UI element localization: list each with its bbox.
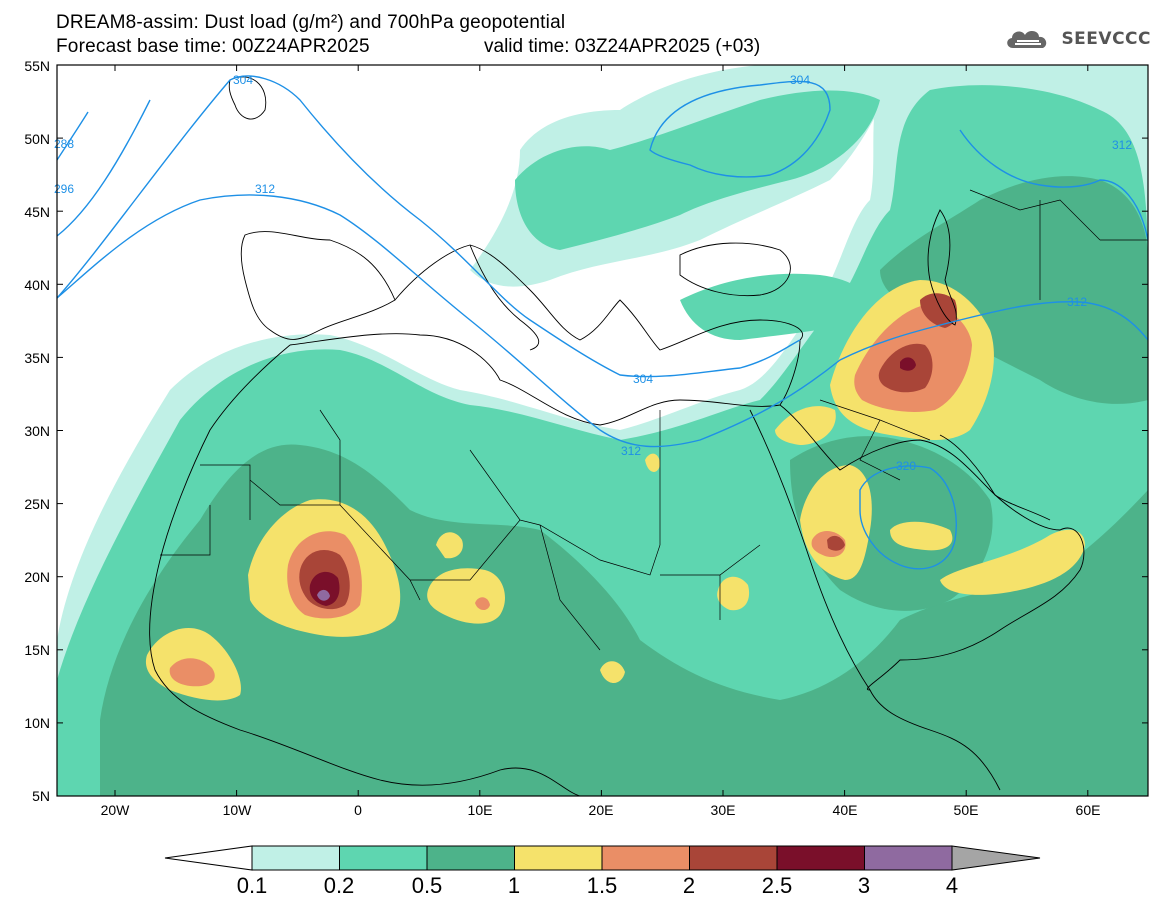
coastline-red-sea (749, 409, 1001, 791)
lat-label: 35N (24, 350, 50, 366)
dust-layer-1.5-chad (475, 597, 490, 611)
lon-label: 10W (223, 802, 253, 818)
contour-label: 312 (1067, 295, 1087, 309)
coastline-europe (394, 244, 803, 351)
colorbar-cell (776, 845, 865, 871)
colorbar-cell (864, 845, 953, 871)
lat-label: 40N (24, 277, 50, 293)
colorbar-right-arrow (951, 845, 1041, 871)
colorbar-tick-label: 1.5 (587, 873, 618, 898)
lat-label: 5N (32, 788, 50, 804)
contour-320 (859, 465, 957, 570)
dust-layer-1-libya (645, 453, 660, 472)
contour-312 (57, 194, 1148, 448)
lat-label: 25N (24, 496, 50, 512)
map-title: DREAM8-assim: Dust load (g/m²) and 700hP… (56, 12, 566, 33)
coastline-persian-gulf (939, 434, 1051, 521)
lon-label: 50E (954, 802, 979, 818)
axis-ticks (57, 64, 1148, 797)
contour-312-east (959, 129, 1148, 241)
coastline-west-africa (149, 344, 581, 796)
colorbar-tick-label: 0.5 (412, 873, 443, 898)
colorbar-left-arrow (164, 845, 253, 871)
coastline-black-sea (679, 242, 791, 297)
cloud-icon (1007, 31, 1047, 48)
contour-label: 296 (54, 182, 74, 196)
coastline-iberia-africa (240, 231, 396, 340)
lon-label: 10E (468, 802, 493, 818)
valid-time: valid time: 03Z24APR2025 (+03) (484, 36, 761, 57)
dust-layer-1-rubalkhali (940, 529, 1085, 595)
dust-layer-2-hejaz (827, 535, 845, 551)
contour-304-east (649, 80, 831, 178)
logo-text: SEEVCCC (1061, 29, 1151, 49)
lat-label: 45N (24, 204, 50, 220)
border-lines (160, 189, 1148, 651)
contour-label: 288 (54, 137, 74, 151)
dust-layer-1-najd (890, 521, 953, 551)
coastline-arabia (779, 404, 1085, 691)
contour-label: 304 (633, 372, 653, 386)
coastline-caspian (927, 209, 957, 326)
contour-288 (57, 111, 89, 161)
lon-label: 20E (589, 802, 614, 818)
dust-layer-0.2-anatolia (680, 273, 873, 340)
contour-labels: 304 304 288 296 312 312 304 312 320 312 (54, 73, 1132, 473)
lon-label: 30E (711, 802, 736, 818)
dust-layer-0.2-europe (515, 90, 880, 250)
dust-layer-2.5-iraq (900, 357, 916, 371)
contour-label: 320 (896, 459, 916, 473)
colorbar-tick-label: 2 (683, 873, 695, 898)
colorbar-labels: 0.1 0.2 0.5 1 1.5 2 2.5 3 4 (237, 873, 958, 898)
colorbar-cell (689, 845, 778, 871)
colorbar-tick-label: 1 (508, 873, 520, 898)
dust-layer-1-chad (427, 568, 505, 624)
lat-label: 50N (24, 131, 50, 147)
lon-label: 40E (833, 802, 858, 818)
lat-label: 55N (24, 58, 50, 74)
contour-304-west (57, 75, 801, 378)
lat-label: 20N (24, 569, 50, 585)
dust-layer-1-sinai (775, 406, 836, 445)
lat-label: 10N (24, 715, 50, 731)
lon-label: 60E (1076, 802, 1101, 818)
colorbar-cell (339, 845, 428, 871)
coastline-british-isles (228, 76, 267, 120)
colorbar-tick-label: 0.1 (237, 873, 268, 898)
contour-label: 312 (621, 444, 641, 458)
lat-label: 30N (24, 423, 50, 439)
dust-layers (57, 65, 1148, 796)
dust-layer-0.5-east (880, 176, 1148, 404)
colorbar-cell (251, 845, 340, 871)
dust-layer-4-sahara (317, 589, 330, 601)
base-time: Forecast base time: 00Z24APR2025 (56, 36, 370, 57)
colorbar-tick-label: 2.5 (762, 873, 793, 898)
contour-label: 312 (1112, 138, 1132, 152)
contour-label: 304 (790, 73, 810, 87)
colorbar-tick-label: 3 (858, 873, 870, 898)
colorbar-cell (601, 845, 690, 871)
seevccc-logo: SEEVCCC (1003, 26, 1151, 52)
colorbar (164, 845, 1041, 871)
geopotential-contours (57, 75, 1148, 570)
contour-296 (57, 99, 151, 237)
dust-layer-2.5-sahara (309, 571, 340, 606)
dust-layer-1-darfur (600, 661, 625, 683)
dust-layer-1-niger (436, 532, 463, 559)
longitude-labels: 20W 10W 0 10E 20E 30E 40E 50E 60E (101, 802, 1101, 818)
lon-label: 20W (101, 802, 131, 818)
dust-layer-1.5-senegal (169, 658, 215, 687)
contour-label: 312 (255, 182, 275, 196)
latitude-labels: 55N 50N 45N 40N 35N 30N 25N 20N 15N 10N … (24, 58, 50, 804)
lat-label: 15N (24, 642, 50, 658)
contour-label: 304 (233, 73, 253, 87)
colorbar-cell (426, 845, 515, 871)
coastline-italy (469, 244, 540, 351)
lon-label: 0 (354, 802, 362, 818)
colorbar-cell (514, 845, 603, 871)
dust-layer-1-sudan (717, 576, 750, 611)
colorbar-tick-label: 4 (946, 873, 958, 898)
colorbar-tick-label: 0.2 (324, 873, 355, 898)
